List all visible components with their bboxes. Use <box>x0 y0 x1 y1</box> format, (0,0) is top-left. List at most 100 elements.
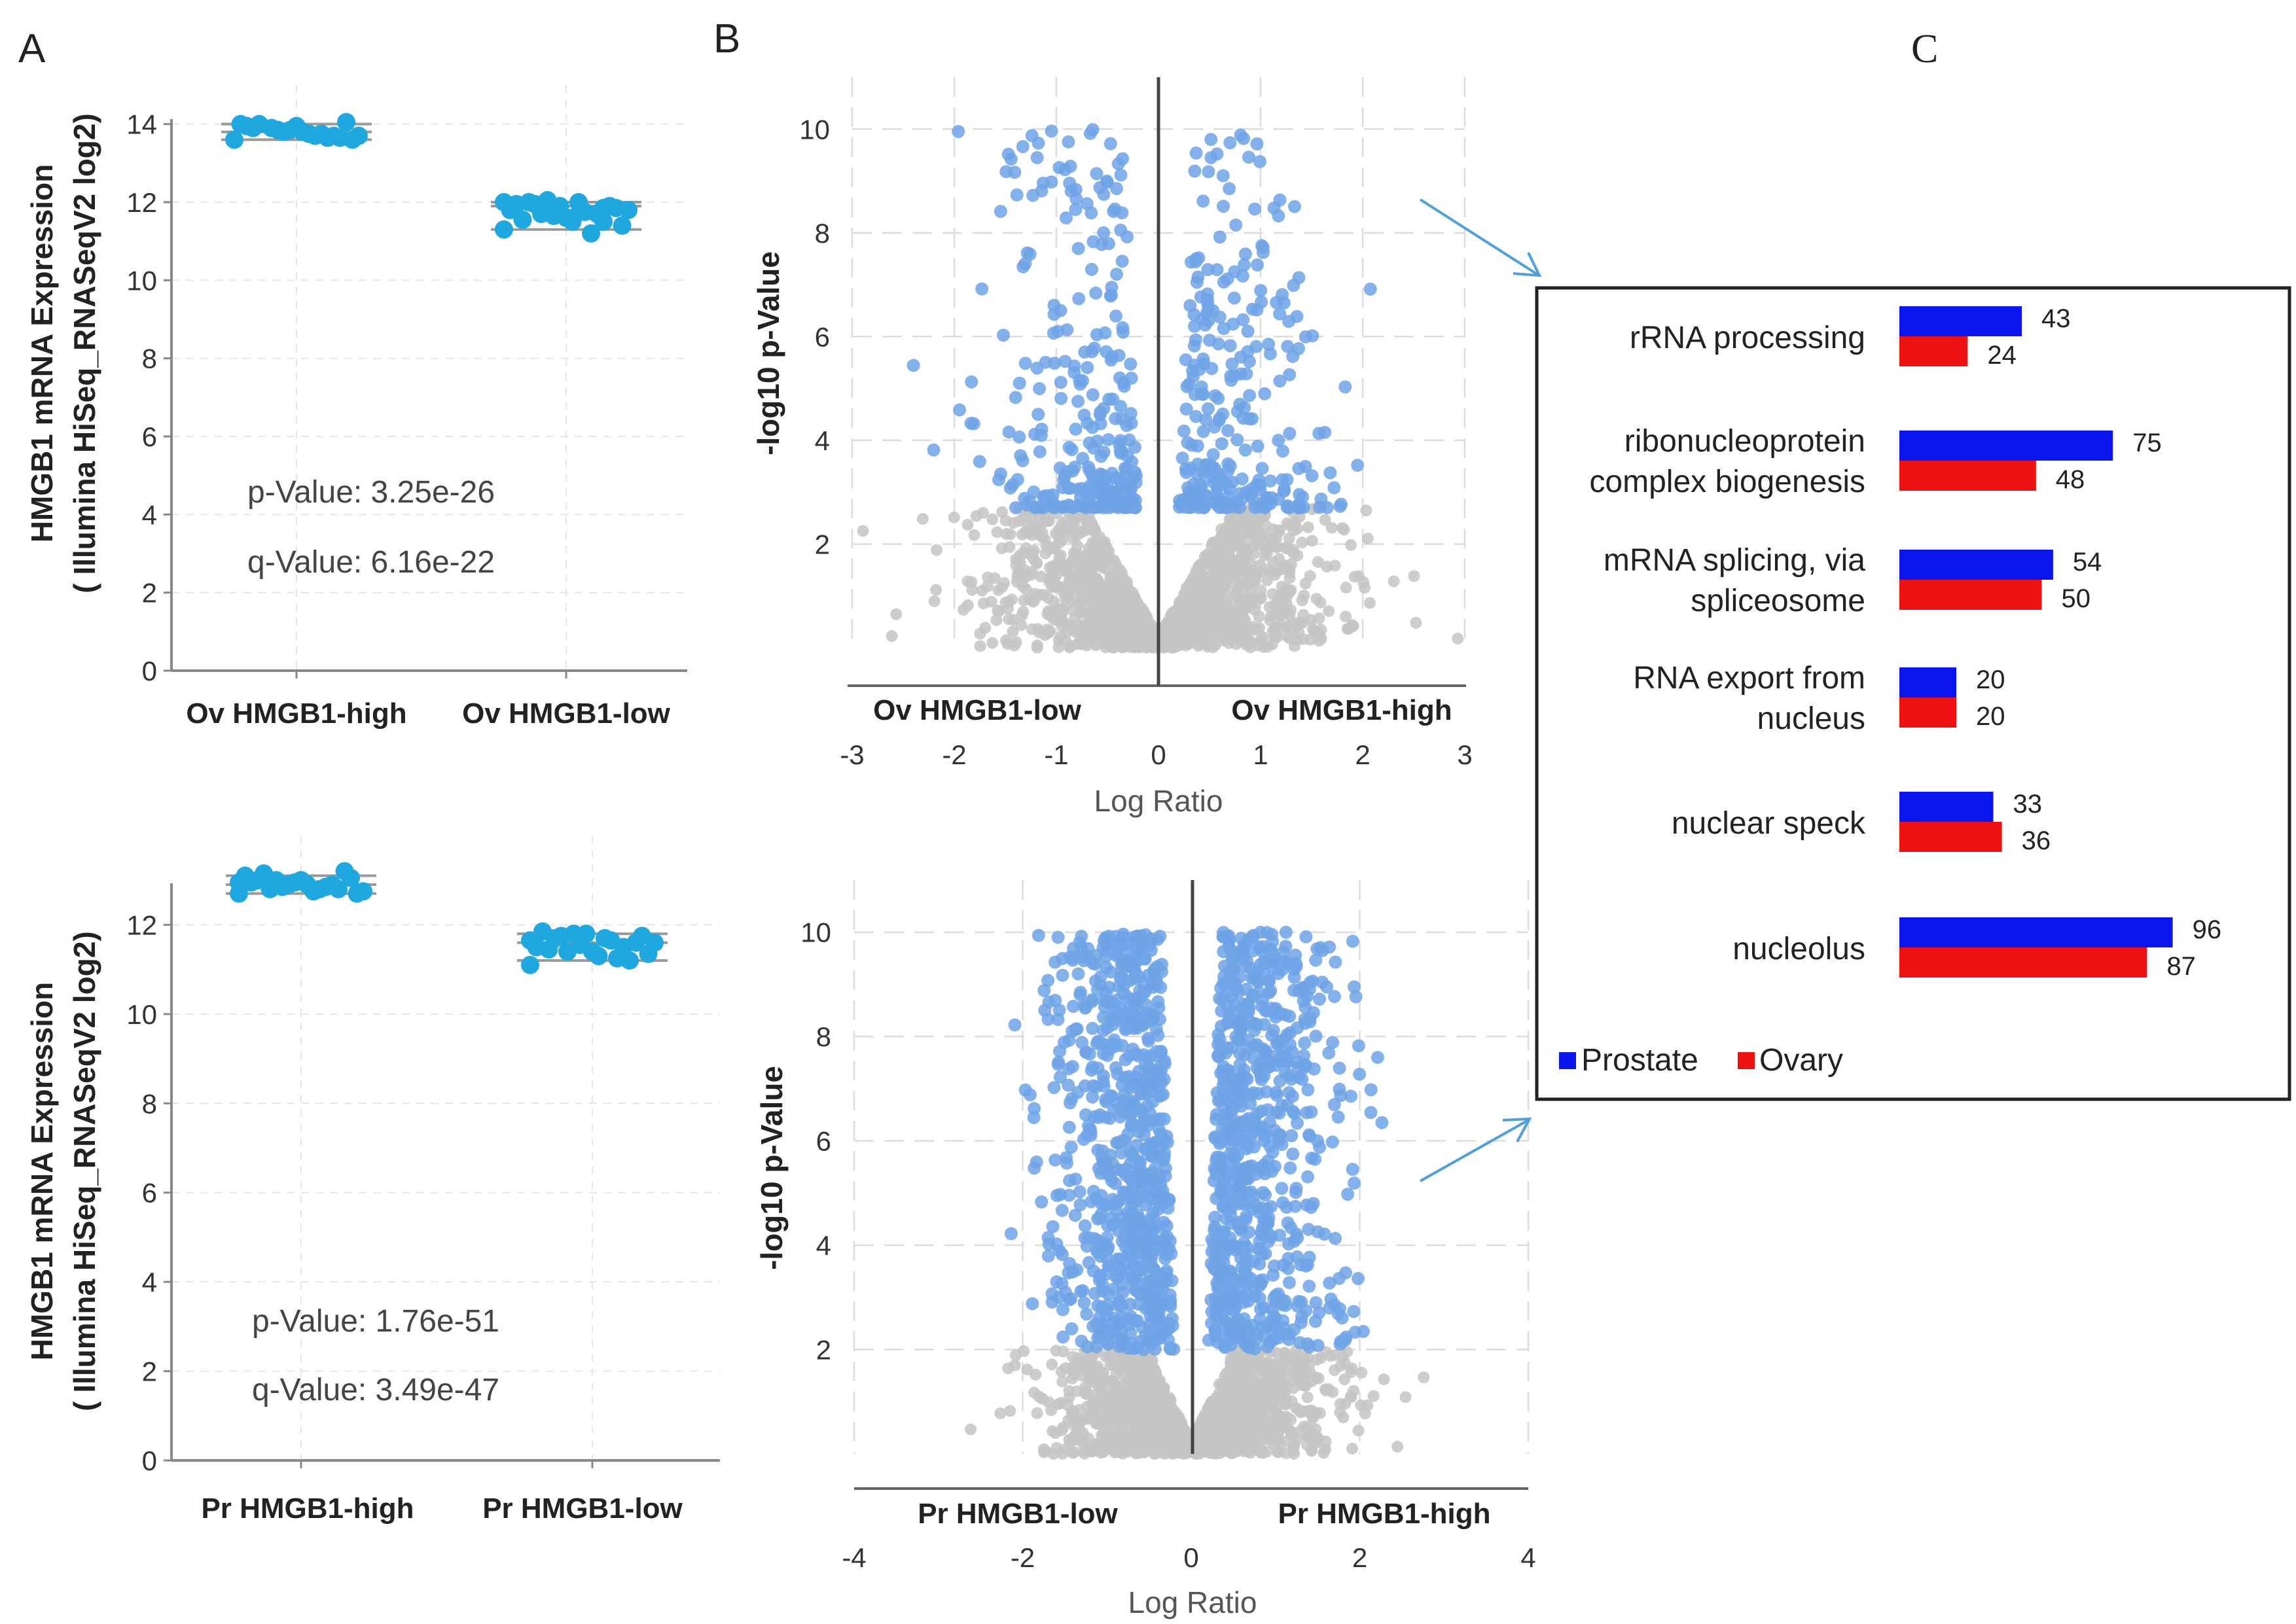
b-top-sig-point <box>1081 361 1094 374</box>
b-top-sig-point <box>1089 286 1103 300</box>
b-top-sig-point <box>1277 484 1291 498</box>
b-top-sig-point <box>1305 469 1319 483</box>
b-top-nonsig-point <box>916 513 929 525</box>
b-top-nonsig-point <box>1283 572 1296 584</box>
b-bot-nonsig-point <box>1104 1359 1117 1371</box>
b-top-sig-point <box>1210 497 1223 510</box>
b-bot-sig-point <box>1027 1111 1041 1125</box>
b-top-sig-point <box>1241 345 1255 359</box>
b-top-sig-point <box>1109 309 1123 323</box>
a-top-group1-point <box>495 220 513 239</box>
b-top-sig-point <box>1235 472 1249 485</box>
b-bot-nonsig-point <box>1213 1391 1225 1403</box>
b-top-sig-point <box>1210 147 1224 161</box>
b-bot-nonsig-point <box>1158 1447 1171 1460</box>
b-top-sig-point <box>1045 175 1058 189</box>
a-bot-ytick-label-4: 8 <box>142 1088 157 1119</box>
b-bot-nonsig-point <box>1280 1447 1292 1459</box>
b-bot-nonsig-point <box>1281 1435 1293 1447</box>
b-top-nonsig-point <box>1033 626 1046 639</box>
b-top-nonsig-point <box>1064 640 1077 652</box>
b-top-nonsig-point <box>1063 574 1075 587</box>
b-top-nonsig-point <box>1075 635 1088 648</box>
b-bot-nonsig-point <box>1092 1398 1105 1411</box>
b-bot-nonsig-point <box>1334 1398 1346 1410</box>
b-top-sig-point <box>1085 345 1099 359</box>
b-bot-sig-point <box>1049 1153 1062 1167</box>
b-top-ytick-label-1: 4 <box>815 425 830 456</box>
b-bot-nonsig-point <box>1046 1358 1058 1371</box>
b-top-sig-point <box>1056 500 1070 514</box>
b-bot-nonsig-point <box>1072 1423 1085 1436</box>
b-top-sig-point <box>1103 137 1117 150</box>
b-bot-nonsig-point <box>1073 1360 1086 1373</box>
b-top-nonsig-point <box>1270 631 1283 644</box>
b-bot-nonsig-point <box>1257 1447 1269 1459</box>
b-top-nonsig-point <box>1203 629 1215 642</box>
b-bot-sig-point <box>1352 1272 1365 1286</box>
b-top-sig-point <box>1113 438 1126 451</box>
b-top-nonsig-point <box>886 630 898 643</box>
b-top-nonsig-point <box>1042 605 1054 618</box>
b-bot-nonsig-point <box>1056 1375 1069 1388</box>
b-top-sig-point <box>1312 427 1326 440</box>
b-top-sig-point <box>1008 166 1022 179</box>
b-top-nonsig-point <box>1133 621 1145 633</box>
b-bot-sig-point <box>1256 1186 1270 1199</box>
b-top-sig-point <box>1262 338 1276 351</box>
b-top-nonsig-point <box>1083 563 1096 576</box>
a-top-ytick-label-6: 12 <box>126 187 157 218</box>
b-top-nonsig-point <box>1246 564 1259 576</box>
a-bot-group0-point <box>354 882 372 901</box>
b-top-sig-point <box>1293 501 1307 514</box>
b-top-nonsig-point <box>1087 596 1100 609</box>
b-top-nonsig-point <box>1285 604 1297 616</box>
b-top-sig-point <box>1106 393 1120 406</box>
b-bot-sig-point <box>1310 942 1324 956</box>
b-top-sig-point <box>906 359 920 372</box>
b-top-sig-point <box>1109 412 1122 425</box>
b-top-nonsig-point <box>1323 605 1335 618</box>
b-top-nonsig-point <box>1452 632 1464 644</box>
b-top-nonsig-point <box>1193 631 1206 644</box>
b-top-sig-point <box>1201 402 1215 415</box>
b-top-sig-point <box>953 403 967 417</box>
b-top-nonsig-point <box>1049 559 1062 572</box>
b-top-nonsig-point <box>1071 512 1083 525</box>
b-top-sig-point <box>1059 211 1073 225</box>
a-bot-group1-point <box>614 938 633 957</box>
b-bot-nonsig-point <box>1310 1407 1323 1419</box>
b-top-nonsig-point <box>1285 558 1297 571</box>
b-top-nonsig-point <box>1262 563 1274 576</box>
b-top-nonsig-point <box>982 571 994 584</box>
b-top-xtick-label-0: -3 <box>840 739 864 770</box>
b-top-sig-point <box>1102 432 1115 446</box>
b-top-nonsig-point <box>1187 616 1199 629</box>
b-top-nonsig-point <box>976 584 988 597</box>
b-top-nonsig-point <box>1340 582 1352 594</box>
b-top-sig-point <box>1338 380 1352 394</box>
b-bot-nonsig-point <box>1146 1384 1158 1396</box>
b-bot-sig-point <box>1055 1203 1069 1217</box>
b-top-sig-point <box>1276 473 1289 487</box>
b-top-sig-point <box>1282 315 1296 328</box>
b-bot-nonsig-point <box>1319 1385 1332 1397</box>
b-top-nonsig-point <box>1161 618 1174 631</box>
b-top-nonsig-point <box>1237 514 1249 527</box>
b-top-sig-point <box>1090 167 1103 181</box>
b-top-sig-point <box>1085 206 1098 220</box>
b-top-sig-point <box>1016 140 1030 154</box>
b-top-sig-point <box>1028 501 1042 514</box>
a-top-ytick-label-0: 0 <box>142 656 157 686</box>
b-top-nonsig-point <box>1016 580 1029 592</box>
b-top-nonsig-point <box>857 525 869 537</box>
b-top-sig-point <box>1114 168 1128 182</box>
b-top-sig-point <box>1031 136 1045 150</box>
b-top-nonsig-point <box>1325 521 1338 534</box>
b-top-sig-point <box>1255 461 1269 475</box>
b-top-nonsig-point <box>1105 618 1118 631</box>
b-top-nonsig-point <box>1086 629 1099 642</box>
b-top-nonsig-point <box>1227 540 1239 552</box>
